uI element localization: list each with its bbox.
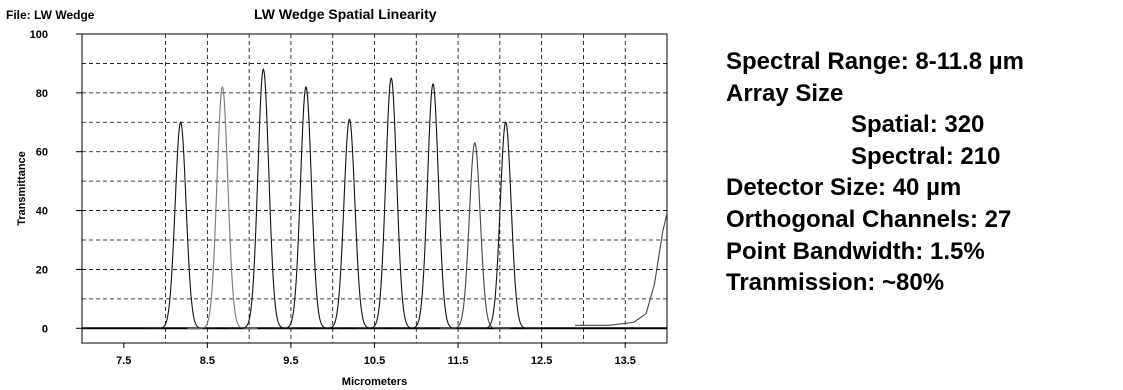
y-tick-label: 40 [36, 206, 48, 218]
x-tick-label: 7.5 [116, 355, 131, 367]
series-line-1 [145, 121, 216, 329]
y-axis-label: Transmittance [16, 151, 28, 226]
x-tick-label: 13.5 [615, 355, 636, 367]
x-tick-label: 8.5 [200, 355, 215, 367]
file-label: File: LW Wedge [6, 8, 95, 22]
spec-array-size: Array Size [726, 79, 844, 107]
series-line-5 [314, 118, 385, 329]
x-tick-label: 10.5 [364, 355, 385, 367]
series-line-9 [470, 121, 541, 329]
spec-transmission: Tranmission: ~80% [726, 269, 945, 297]
y-tick-label: 100 [30, 29, 48, 41]
y-tick-label: 80 [36, 88, 48, 100]
spec-spectral: Spectral: 210 [851, 142, 1001, 170]
y-tick-label: 60 [36, 147, 48, 159]
series-line-8 [439, 142, 510, 329]
y-tick-label: 20 [36, 264, 48, 276]
x-tick-label: 11.5 [448, 355, 469, 367]
chart-title: LW Wedge Spatial Linearity [254, 6, 437, 22]
series-line-6 [356, 77, 427, 329]
spec-point-bandwidth: Point Bandwidth: 1.5% [726, 237, 985, 265]
spec-spatial: Spatial: 320 [851, 111, 985, 139]
x-axis-label: Micrometers [342, 376, 407, 388]
series-line-2 [187, 86, 258, 329]
spec-spectral-range: Spectral Range: 8-11.8 µm [726, 48, 1024, 75]
spec-detector-size: Detector Size: 40 µm [726, 174, 962, 202]
spec-list: Spectral Range: 8-11.8 µm Array Size Spa… [726, 46, 1024, 299]
x-tick-label: 9.5 [283, 355, 298, 367]
series-line-10 [575, 213, 668, 326]
x-tick-label: 12.5 [531, 355, 552, 367]
spec-orthogonal-channels: Orthogonal Channels: 27 [726, 205, 1012, 233]
y-tick-label: 0 [42, 323, 48, 335]
transmittance-chart: 0 20 40 60 80 100 7.5 8.5 9.5 10.5 11.5 12.5 13.5 Mic… [16, 29, 668, 388]
